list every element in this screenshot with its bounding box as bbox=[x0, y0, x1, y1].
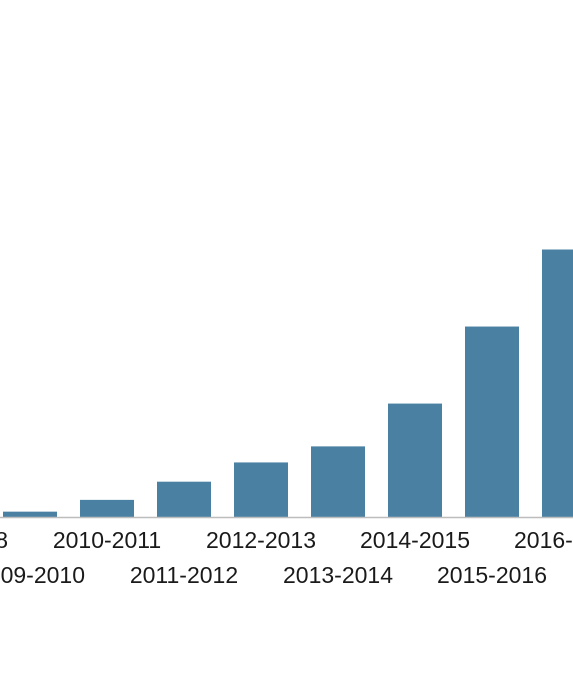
bar-2012-2013 bbox=[234, 462, 288, 517]
bar-2011-2012 bbox=[157, 481, 211, 517]
bars-group bbox=[3, 249, 573, 517]
x-tick-label-2012-2013: 2012-2013 bbox=[206, 527, 316, 553]
x-tick-label-2010-2011: 2010-2011 bbox=[53, 527, 161, 553]
bar-2009-2010 bbox=[3, 511, 57, 517]
bar-2014-2015 bbox=[388, 403, 442, 517]
x-tick-labels: 2007-2008 2009-2010 2010-2011 2011-2012 2012… bbox=[0, 527, 573, 588]
bar-2015-2016 bbox=[465, 326, 519, 517]
x-tick-label-2013-2014: 2013-2014 bbox=[283, 562, 393, 588]
x-tick-label-2011-2012: 2011-2012 bbox=[130, 562, 238, 588]
x-tick-label-2015-2016: 2015-2016 bbox=[437, 562, 547, 588]
bar-2010-2011 bbox=[80, 499, 134, 517]
x-tick-label-2014-2015: 2014-2015 bbox=[360, 527, 470, 553]
bar-2016-2017 bbox=[542, 249, 573, 517]
bar-2013-2014 bbox=[311, 446, 365, 517]
x-tick-label-2009-2010: 2009-2010 bbox=[0, 562, 85, 588]
x-tick-label-2007-2008: 2007-2008 bbox=[0, 527, 8, 553]
x-tick-label-2016-2017: 2016-2017 bbox=[514, 527, 573, 553]
